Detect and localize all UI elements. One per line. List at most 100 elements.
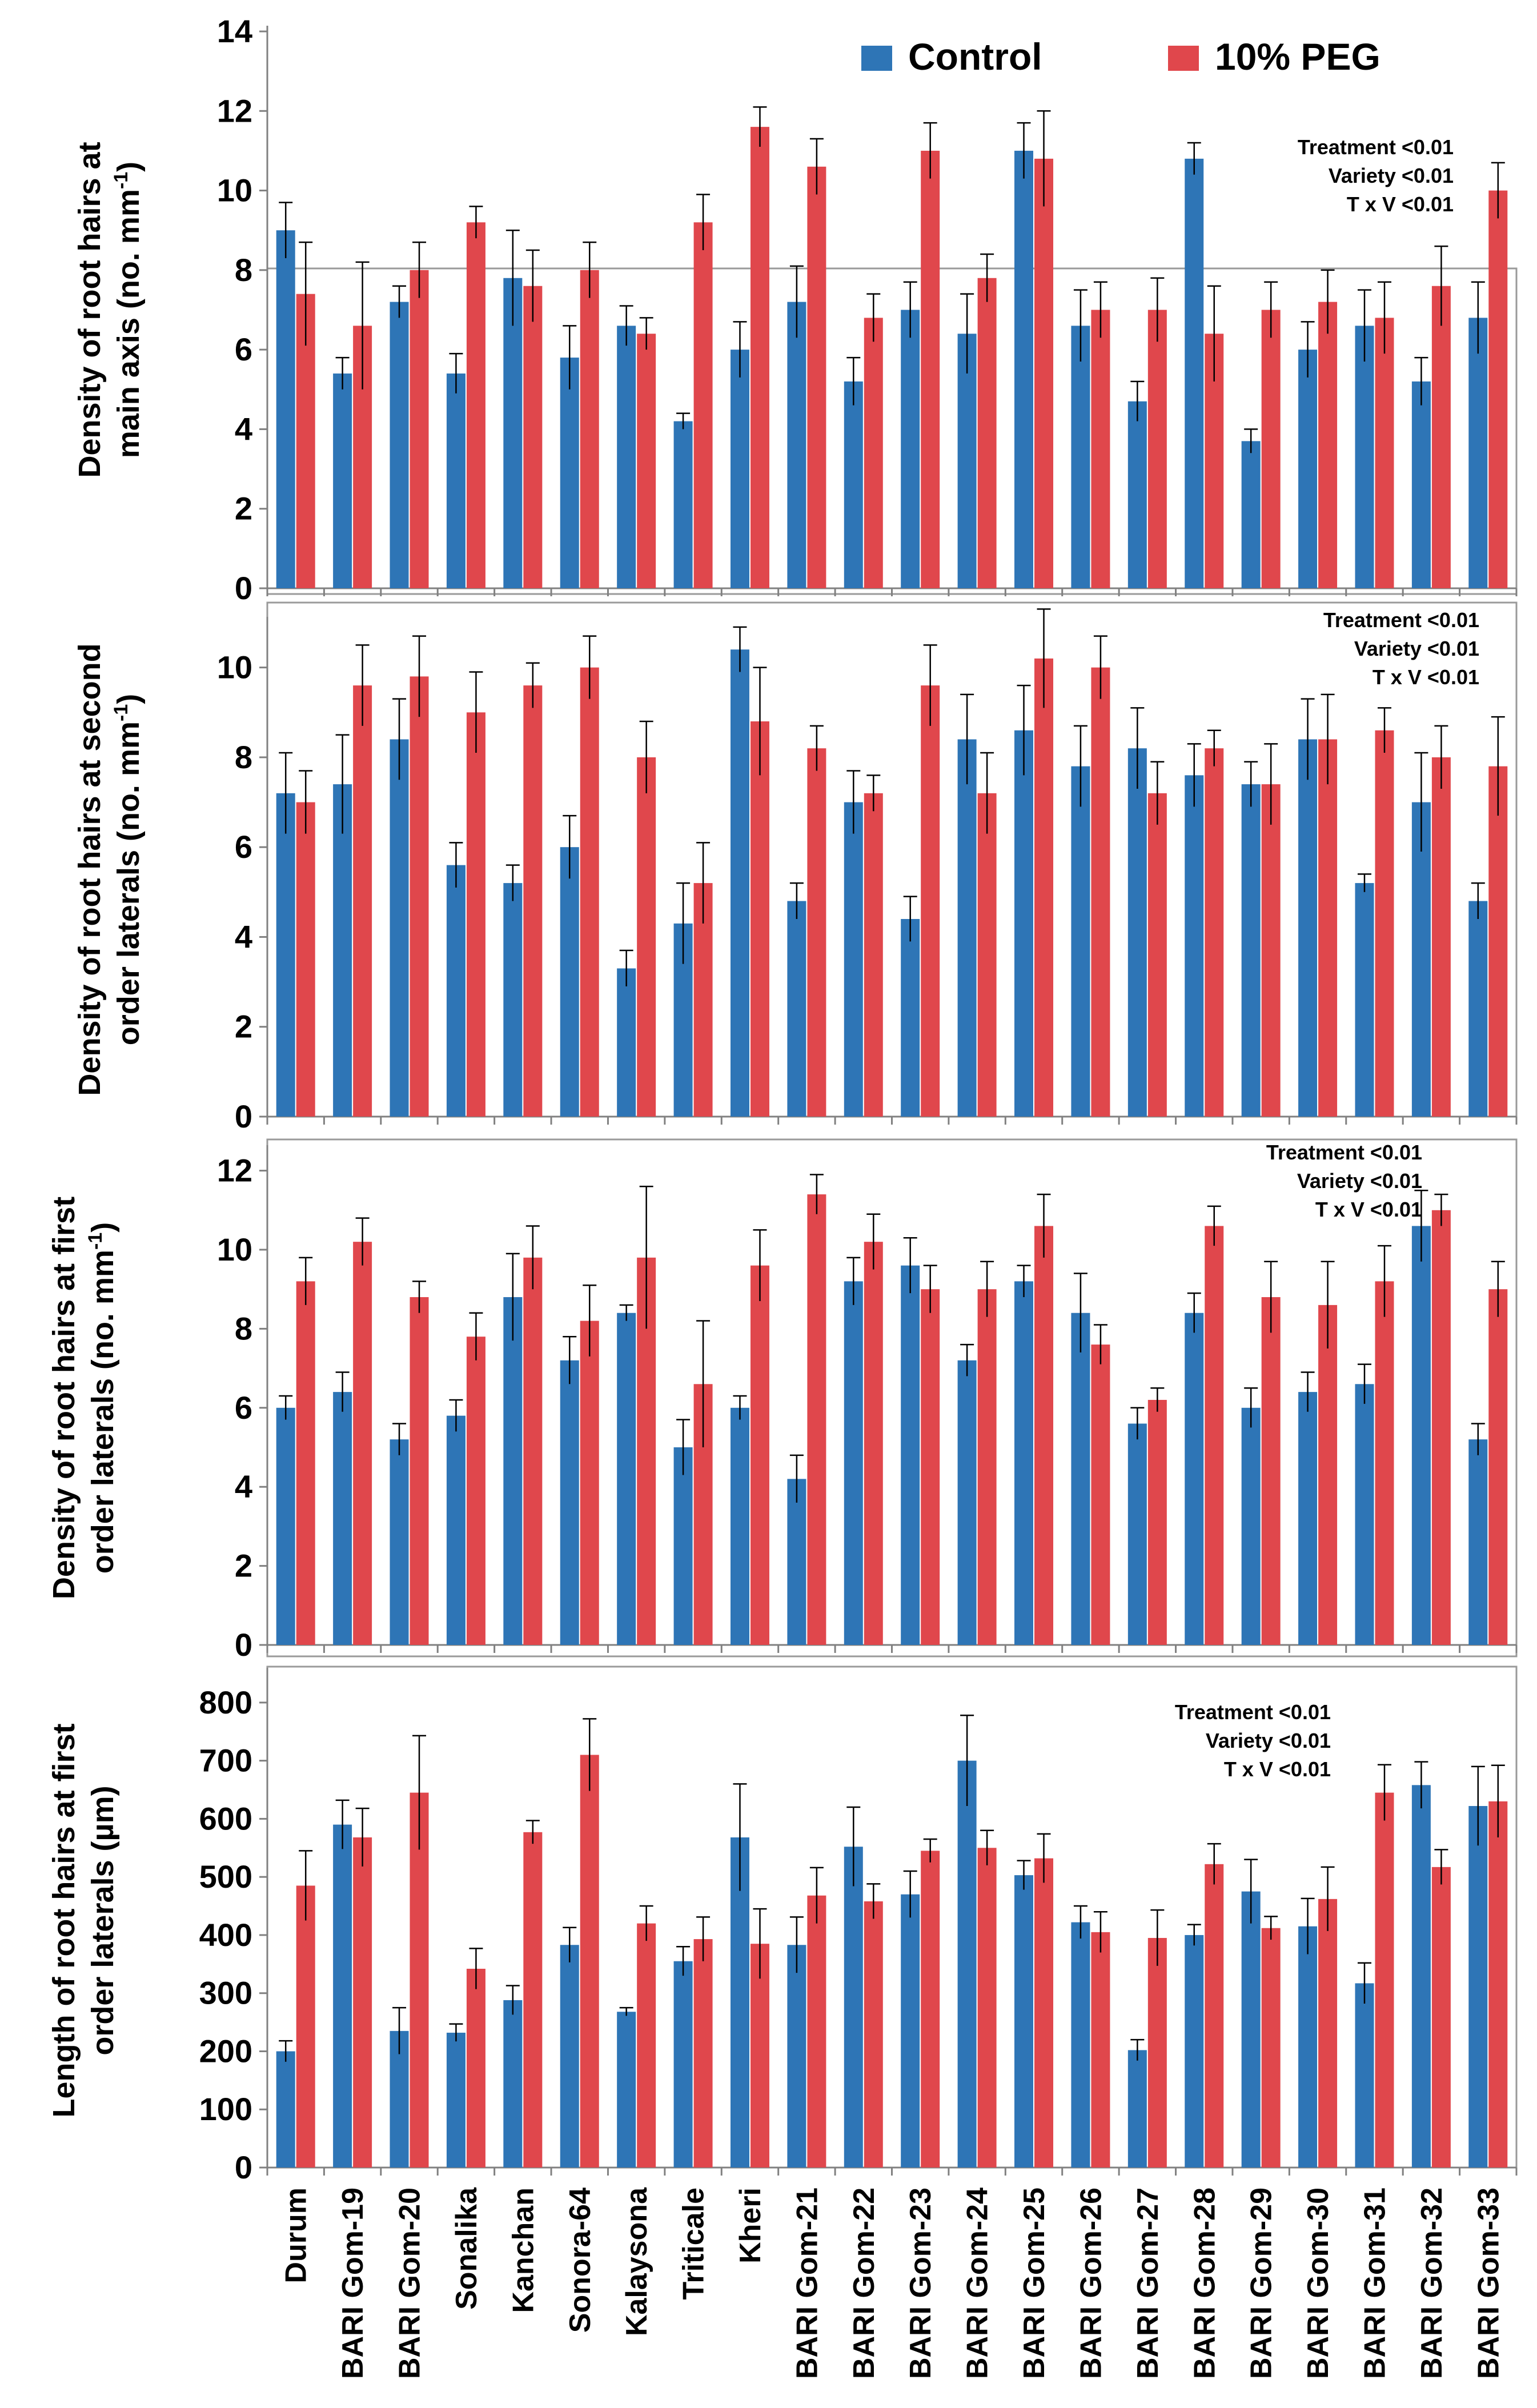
bar [1205, 748, 1224, 1117]
bar [503, 883, 523, 1117]
bar [1261, 1928, 1281, 2168]
stats-annotation: Variety <0.01 [1354, 637, 1479, 660]
bar [673, 421, 693, 588]
bar [673, 1447, 693, 1645]
bar [693, 222, 713, 588]
bar [276, 1407, 295, 1645]
bar [921, 1289, 940, 1645]
bar [1127, 748, 1147, 1117]
y-tick-label: 6 [235, 331, 252, 367]
bar [637, 334, 656, 588]
bar [1014, 1875, 1034, 2168]
bar [1431, 1210, 1451, 1645]
y-tick-label: 0 [235, 2149, 252, 2185]
bar [1071, 326, 1090, 588]
y-axis-label-line2: order laterals (no. mm [111, 721, 146, 1045]
bar [1431, 286, 1451, 588]
bar [1147, 793, 1167, 1117]
y-axis-label-line2: main axis (no. mm [111, 189, 146, 458]
bar [977, 793, 997, 1117]
y-axis-label-superscript: -1 [110, 172, 132, 189]
bar [1468, 318, 1488, 588]
bar [1261, 1297, 1281, 1645]
bar [276, 2051, 295, 2168]
category-label: Sonora-64 [564, 2188, 597, 2333]
y-tick-label: 0 [235, 570, 252, 606]
bar [844, 1281, 863, 1645]
bar [617, 326, 636, 588]
bar [466, 222, 485, 588]
bar [353, 1242, 372, 1645]
bar [807, 748, 826, 1117]
category-label: BARI Gom-27 [1131, 2188, 1165, 2379]
series-control [276, 1715, 1488, 2168]
bar [1091, 1345, 1110, 1645]
bar [1241, 441, 1261, 588]
bar [864, 1242, 883, 1645]
bar [1071, 1922, 1090, 2168]
bar [693, 1939, 713, 2168]
bar [957, 1360, 977, 1645]
stats-annotation: Treatment <0.01 [1175, 1700, 1331, 1724]
bar [353, 1837, 372, 2168]
category-label: BARI Gom-23 [904, 2188, 937, 2379]
bar [1298, 739, 1318, 1117]
y-tick-label: 0 [235, 1627, 252, 1663]
bar [1431, 757, 1451, 1117]
y-tick-label: 14 [217, 13, 252, 49]
y-tick-label: 12 [217, 1153, 252, 1189]
bar [523, 1832, 543, 2168]
bar [1241, 1891, 1261, 2168]
bar [1375, 318, 1394, 588]
y-tick-label: 600 [199, 1800, 252, 1836]
y-tick-label: 0 [235, 1098, 252, 1134]
category-label: BARI Gom-22 [848, 2188, 881, 2379]
bar [1185, 1313, 1204, 1645]
bar [1014, 150, 1034, 588]
bar [503, 1297, 523, 1645]
bar [844, 381, 863, 588]
bar [1071, 766, 1090, 1117]
bar [1318, 739, 1338, 1117]
bar [617, 2012, 636, 2168]
bar [1298, 1926, 1318, 2168]
bar [446, 2032, 465, 2168]
y-axis-label-line2: order laterals (no. mm [86, 1250, 120, 1574]
chart-panels: 0 2 4 6 8 10 12 14 Treatment <0.01 Variety <0.01 T… [47, 13, 1518, 2185]
y-tick-label: 6 [235, 1390, 252, 1426]
bar [523, 685, 543, 1117]
bar [1488, 766, 1508, 1117]
bar [1185, 1935, 1204, 2168]
bar [730, 1407, 749, 1645]
y-tick-label: 6 [235, 829, 252, 865]
bar [1411, 381, 1431, 588]
bar [787, 302, 806, 588]
category-label: BARI Gom-19 [336, 2188, 370, 2379]
bar [446, 1415, 465, 1645]
bar [730, 649, 749, 1117]
bar [333, 784, 352, 1117]
stats-annotation: T x V <0.01 [1373, 665, 1479, 689]
category-label: BARI Gom-24 [961, 2188, 994, 2379]
bar [1488, 1289, 1508, 1645]
category-label: BARI Gom-26 [1074, 2188, 1107, 2379]
y-tick-label: 8 [235, 1310, 252, 1346]
bar [921, 150, 940, 588]
bar [466, 1337, 485, 1645]
chart-panel-3: 0 2 4 6 8 10 12 Treatment <0.01 Variety <0.01 T x… [47, 1138, 1518, 1663]
bar [787, 1479, 806, 1645]
legend-label-control: Control [908, 35, 1042, 78]
bar [560, 1360, 579, 1645]
bar [296, 1281, 315, 1645]
bar [333, 1824, 352, 2168]
bar [1241, 784, 1261, 1117]
bar [901, 1265, 920, 1645]
bar [410, 270, 429, 588]
bar [1034, 1226, 1054, 1645]
bar [276, 230, 295, 588]
bar [333, 1392, 352, 1645]
bar [353, 685, 372, 1117]
y-tick-label: 10 [217, 172, 252, 208]
stats-annotation: Treatment <0.01 [1266, 1141, 1422, 1164]
series-peg [296, 1718, 1508, 2168]
